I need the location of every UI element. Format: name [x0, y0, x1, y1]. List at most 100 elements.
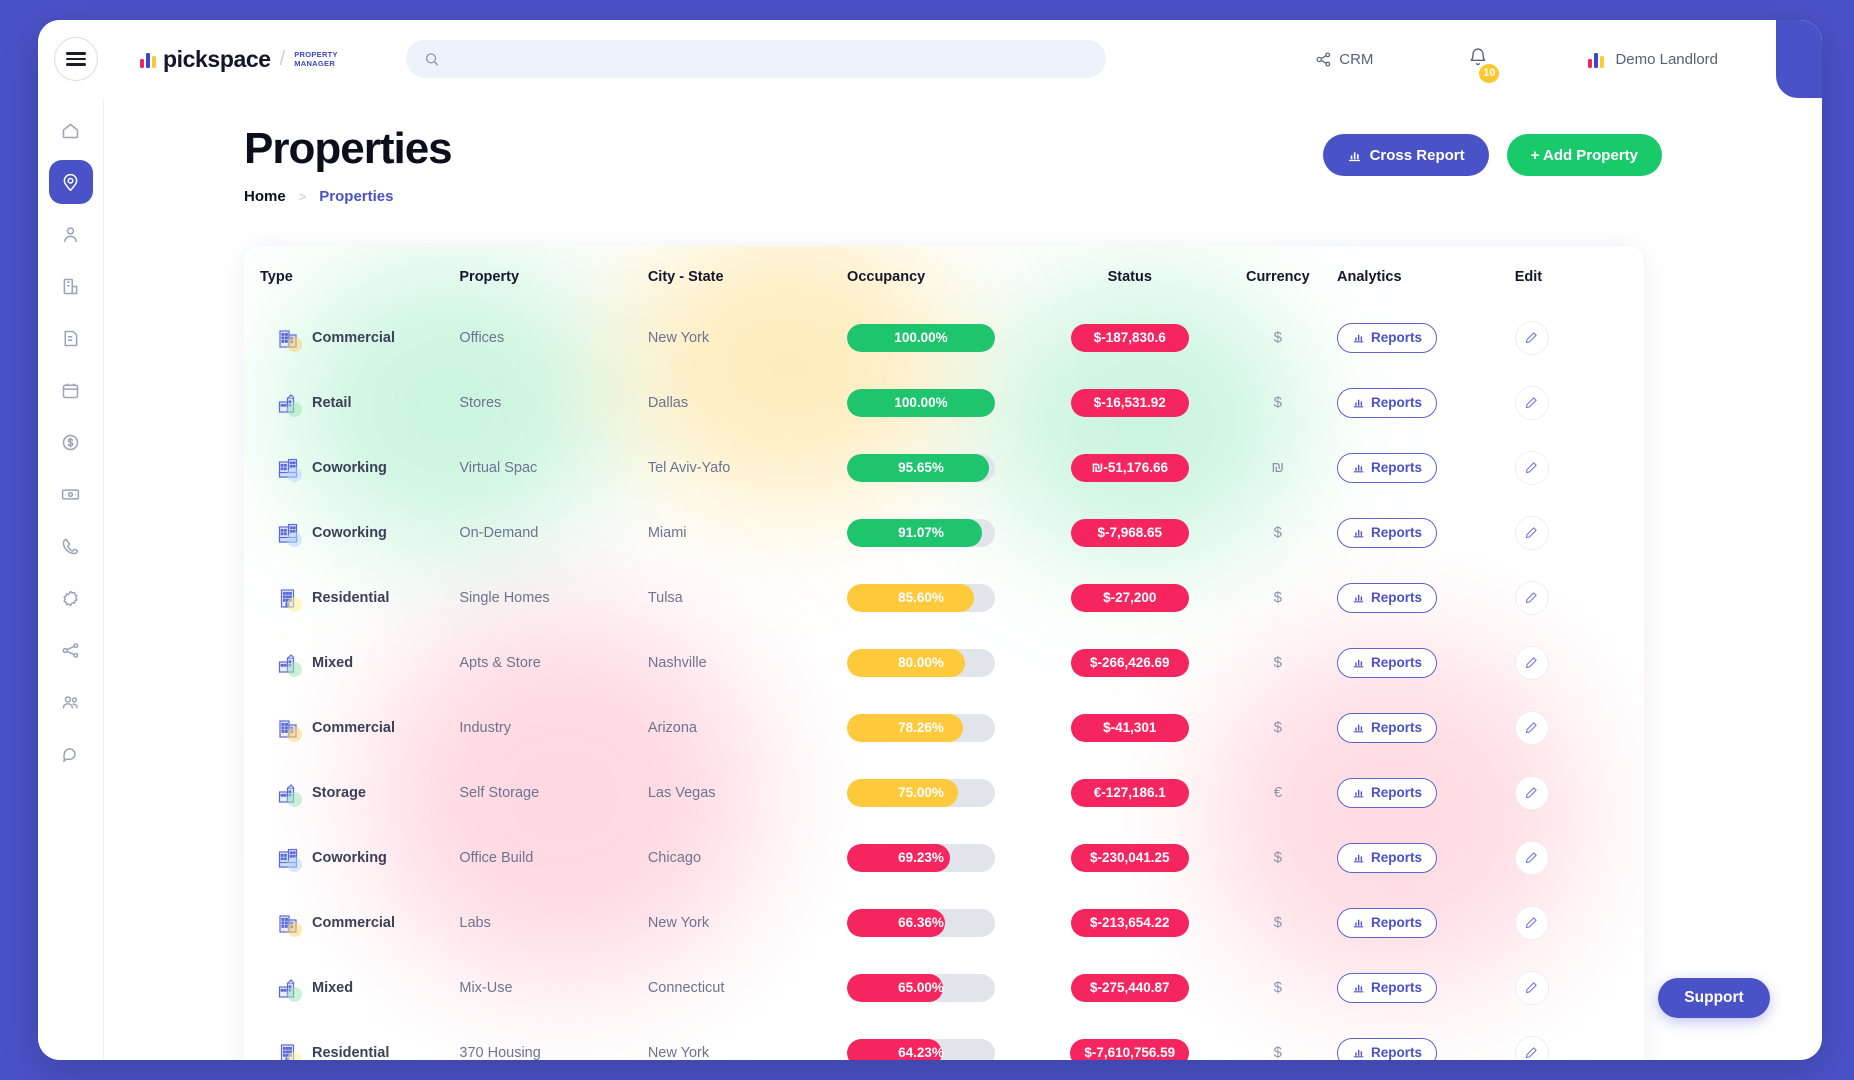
occupancy-bar: 80.00%	[847, 648, 996, 677]
reports-button[interactable]: Reports	[1337, 452, 1438, 483]
table-row[interactable]: Commercial Industry Arizona 78.26% $-41,…	[244, 695, 1644, 760]
sidebar-item-contracts[interactable]	[49, 316, 93, 360]
bar-chart-icon	[1348, 151, 1360, 161]
reports-button[interactable]: Reports	[1337, 1037, 1438, 1060]
cell-currency: $	[1273, 394, 1282, 411]
reports-button[interactable]: Reports	[1337, 907, 1438, 938]
cell-analytics: Reports	[1337, 500, 1515, 565]
cell-occupancy: 100.00%	[847, 305, 1041, 370]
sidebar-item-home[interactable]	[49, 108, 93, 152]
reports-button[interactable]: Reports	[1337, 647, 1438, 678]
edit-button[interactable]	[1514, 450, 1549, 485]
support-button[interactable]: Support	[1658, 978, 1770, 1018]
table-row[interactable]: Residential Single Homes Tulsa 85.60% $-…	[244, 565, 1644, 630]
column-header-status[interactable]: Status	[1107, 269, 1152, 285]
table-row[interactable]: Commercial Offices New York 100.00% $-18…	[244, 305, 1644, 370]
cell-analytics: Reports	[1337, 890, 1515, 955]
bell-icon	[1470, 47, 1486, 65]
breadcrumb-home[interactable]: Home	[244, 188, 286, 205]
sidebar-item-units[interactable]	[49, 264, 93, 308]
cell-edit	[1514, 435, 1644, 500]
table-row[interactable]: Commercial Labs New York 66.36% $-213,65…	[244, 890, 1644, 955]
edit-button[interactable]	[1514, 840, 1549, 875]
sidebar-item-calendar[interactable]	[49, 368, 93, 412]
reports-button[interactable]: Reports	[1337, 387, 1438, 418]
table-row[interactable]: Coworking On-Demand Miami 91.07% $-7,968…	[244, 500, 1644, 565]
reports-button[interactable]: Reports	[1337, 972, 1438, 1003]
cell-analytics: Reports	[1337, 630, 1515, 695]
office-building-icon	[276, 911, 302, 937]
crm-link[interactable]: CRM	[1315, 51, 1373, 68]
table-row[interactable]: Retail Stores Dallas 100.00% $-16,531.92…	[244, 370, 1644, 435]
cell-type: Coworking	[244, 500, 459, 565]
edit-button[interactable]	[1514, 320, 1549, 355]
reports-button[interactable]: Reports	[1337, 842, 1438, 873]
page-actions: Cross Report + Add Property	[1322, 134, 1662, 176]
column-header-occupancy[interactable]: Occupancy	[847, 269, 926, 285]
edit-button[interactable]	[1514, 1035, 1549, 1060]
edit-button[interactable]	[1514, 385, 1549, 420]
reports-button[interactable]: Reports	[1337, 712, 1438, 743]
app-window: pickspace / PROPERTY MANAGER CRM	[38, 20, 1822, 1060]
cell-type: Coworking	[244, 825, 459, 890]
cross-report-button[interactable]: Cross Report	[1322, 134, 1489, 176]
column-header-analytics[interactable]: Analytics	[1337, 269, 1402, 285]
table-row[interactable]: Mixed Mix-Use Connecticut 65.00% $-275,4…	[244, 955, 1644, 1020]
reports-button[interactable]: Reports	[1337, 582, 1438, 613]
occupancy-bar: 65.00%	[847, 973, 996, 1002]
search-bar[interactable]	[405, 40, 1106, 78]
cell-occupancy: 65.00%	[847, 955, 1041, 1020]
edit-button[interactable]	[1514, 515, 1549, 550]
edit-button[interactable]	[1514, 970, 1549, 1005]
occupancy-bar: 91.07%	[847, 518, 996, 547]
reports-button[interactable]: Reports	[1337, 777, 1438, 808]
reports-button[interactable]: Reports	[1337, 322, 1438, 353]
cell-type: Commercial	[244, 890, 459, 955]
sidebar-item-team[interactable]	[49, 680, 93, 724]
hamburger-menu-icon[interactable]	[54, 37, 98, 81]
reports-button[interactable]: Reports	[1337, 517, 1438, 548]
edit-button[interactable]	[1514, 775, 1549, 810]
table-row[interactable]: Storage Self Storage Las Vegas 75.00% €-…	[244, 760, 1644, 825]
sidebar-item-tenants[interactable]	[49, 212, 93, 256]
table-row[interactable]: Coworking Office Build Chicago 69.23% $-…	[244, 825, 1644, 890]
edit-button[interactable]	[1514, 645, 1549, 680]
edit-button[interactable]	[1514, 710, 1549, 745]
column-header-edit[interactable]: Edit	[1514, 269, 1543, 285]
cell-city: Tulsa	[647, 589, 683, 606]
edit-button[interactable]	[1514, 580, 1549, 615]
add-property-button[interactable]: + Add Property	[1506, 134, 1662, 176]
column-header-city[interactable]: City - State	[647, 269, 724, 285]
office-building-icon	[276, 716, 302, 742]
table-row[interactable]: Residential 370 Housing New York 64.23% …	[244, 1020, 1644, 1060]
search-input[interactable]	[450, 51, 1088, 67]
table-scroll-area[interactable]: Type Property City - State Occupancy Sta…	[244, 246, 1644, 1060]
cell-occupancy: 100.00%	[847, 370, 1041, 435]
table-body: Commercial Offices New York 100.00% $-18…	[244, 305, 1644, 1060]
sidebar-item-messages[interactable]	[49, 732, 93, 776]
sidebar-item-calls[interactable]	[49, 524, 93, 568]
brand-logo[interactable]: pickspace / PROPERTY MANAGER	[140, 46, 338, 73]
breadcrumb-properties[interactable]: Properties	[319, 188, 394, 205]
sidebar-item-invoices[interactable]	[49, 472, 93, 516]
cell-analytics: Reports	[1337, 435, 1515, 500]
column-header-property[interactable]: Property	[459, 269, 520, 285]
column-header-currency[interactable]: Currency	[1245, 269, 1310, 285]
edit-button[interactable]	[1514, 905, 1549, 940]
person-icon	[64, 226, 77, 242]
table-row[interactable]: Mixed Apts & Store Nashville 80.00% $-26…	[244, 630, 1644, 695]
property-type-label: Residential	[312, 589, 390, 606]
storage-icon	[276, 781, 302, 807]
sidebar-item-payments[interactable]	[49, 420, 93, 464]
cell-city: Arizona	[647, 719, 697, 736]
table-header: Type Property City - State Occupancy Sta…	[244, 246, 1644, 305]
sidebar-item-properties[interactable]	[48, 160, 93, 204]
table-row[interactable]: Coworking Virtual Spac Tel Aviv-Yafo 95.…	[244, 435, 1644, 500]
sidebar-item-quality[interactable]	[49, 576, 93, 620]
column-header-type[interactable]: Type	[260, 269, 293, 285]
occupancy-bar: 85.60%	[847, 583, 996, 612]
notifications-button[interactable]: 10	[1468, 46, 1502, 85]
sidebar-item-integrations[interactable]	[49, 628, 93, 672]
user-menu[interactable]: Demo Landlord	[1588, 51, 1718, 68]
cell-status: $-275,440.87	[1041, 955, 1219, 1020]
